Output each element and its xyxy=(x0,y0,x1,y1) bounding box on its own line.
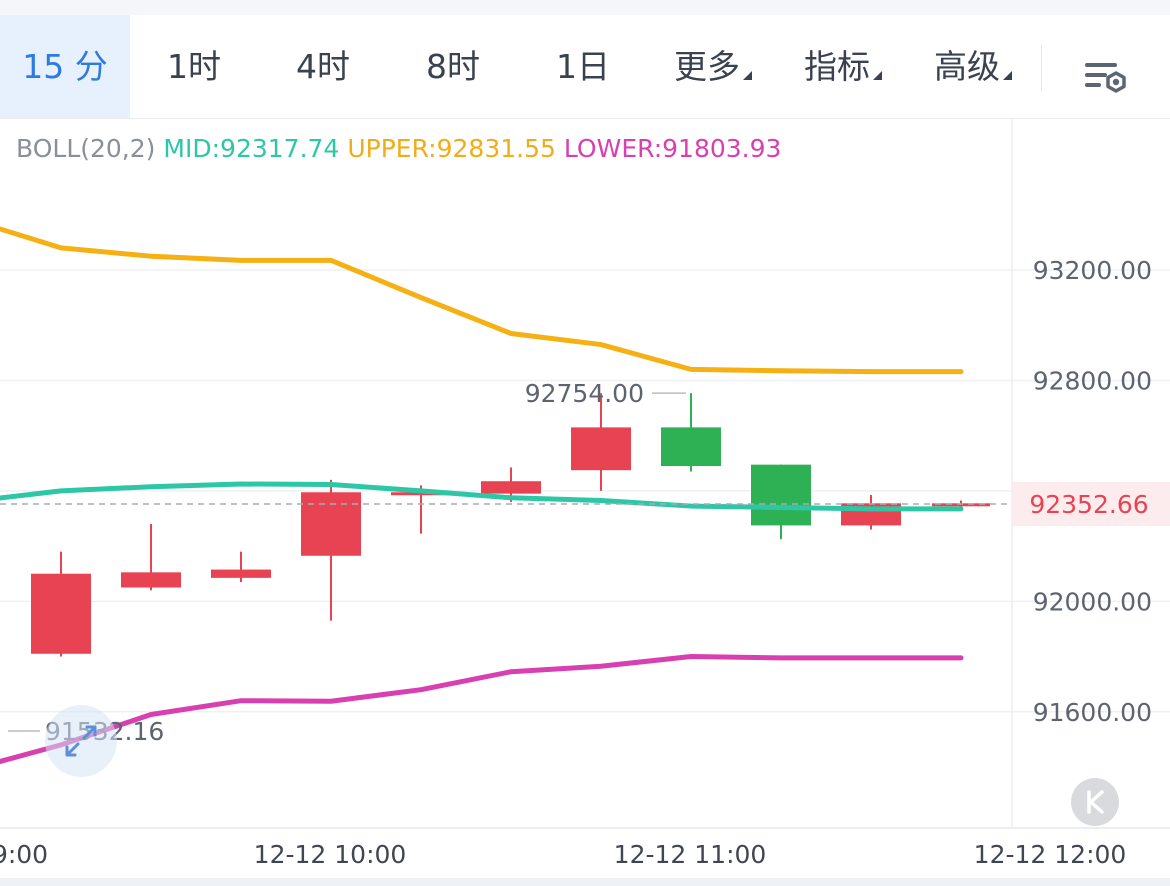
time-axis-label: 12-12 10:00 xyxy=(254,840,407,869)
dropdown-caret-icon xyxy=(743,71,752,80)
tab-1d-label: 1日 xyxy=(556,47,610,86)
time-axis-label: 12-12 11:00 xyxy=(614,840,767,869)
candle xyxy=(841,495,901,530)
dropdown-caret-icon xyxy=(873,71,882,80)
dropdown-caret-icon xyxy=(1003,71,1012,80)
candle xyxy=(661,393,721,472)
expand-arrows-icon xyxy=(65,725,97,757)
tab-advanced-label: 高级 xyxy=(934,47,1000,86)
boll-upper-value: UPPER:92831.55 xyxy=(347,134,556,163)
candle-body xyxy=(932,503,990,507)
tab-4h[interactable]: 4时 xyxy=(258,15,388,118)
time-axis-label: 9:00 xyxy=(0,840,48,869)
k-latest-icon xyxy=(1087,790,1104,814)
tab-15min[interactable]: 15 分 xyxy=(0,15,130,118)
candle-body xyxy=(211,569,271,578)
tab-4h-label: 4时 xyxy=(296,47,350,86)
candle xyxy=(751,464,811,540)
candle xyxy=(571,393,631,491)
candle xyxy=(211,551,271,582)
price-axis-label: 93200.00 xyxy=(1033,256,1152,285)
boll-indicator-name: BOLL(20,2) xyxy=(16,134,156,163)
candle xyxy=(391,485,451,534)
candle-body xyxy=(31,573,91,654)
zoom-button[interactable] xyxy=(45,705,117,777)
candle-body xyxy=(481,481,541,494)
tab-divider xyxy=(1041,45,1042,91)
tab-1h[interactable]: 1时 xyxy=(130,15,258,118)
status-strip xyxy=(0,0,1170,15)
scroll-to-latest-button[interactable] xyxy=(1071,778,1119,826)
tab-1d[interactable]: 1日 xyxy=(518,15,648,118)
candle-body xyxy=(661,427,721,467)
current-price-tag xyxy=(1012,481,1170,526)
candle-body xyxy=(121,572,181,588)
candle xyxy=(301,479,361,621)
candle-body xyxy=(301,492,361,556)
boll-upper-line xyxy=(0,226,964,375)
candle-body xyxy=(391,492,451,496)
boll-mid-value: MID:92317.74 xyxy=(163,134,340,163)
tab-15min-label: 15 分 xyxy=(22,47,108,86)
tab-indicators[interactable]: 指标 xyxy=(778,15,908,118)
price-axis-label: 92000.00 xyxy=(1033,587,1152,616)
current-price-label: 92352.66 xyxy=(1029,490,1148,519)
price-axis-label: 92800.00 xyxy=(1033,366,1152,395)
boll-indicator-legend: BOLL(20,2) MID:92317.74 UPPER:92831.55 LOWE… xyxy=(16,132,789,166)
max-price-label: 92754.00 xyxy=(525,379,644,408)
chart-settings-icon xyxy=(1085,63,1126,93)
chart-settings-button[interactable] xyxy=(1076,51,1132,107)
boll-mid-line xyxy=(0,481,964,512)
tab-more-label: 更多 xyxy=(674,47,740,86)
candle xyxy=(121,524,181,591)
tab-8h[interactable]: 8时 xyxy=(388,15,518,118)
price-axis-label: 91600.00 xyxy=(1033,698,1152,727)
candle-body xyxy=(571,427,631,471)
time-axis-label: 12-12 12:00 xyxy=(974,840,1127,869)
candle xyxy=(31,551,91,657)
boll-lower-line xyxy=(0,654,964,765)
bottom-strip xyxy=(0,878,1170,886)
tab-advanced[interactable]: 高级 xyxy=(908,15,1038,118)
boll-lower-value: LOWER:91803.93 xyxy=(563,134,782,163)
tab-8h-label: 8时 xyxy=(426,47,480,86)
tab-indicators-label: 指标 xyxy=(804,47,870,86)
tab-1h-label: 1时 xyxy=(167,47,221,86)
candle-body xyxy=(751,464,811,526)
tab-more[interactable]: 更多 xyxy=(648,15,778,118)
interval-tab-bar: 15 分 1时 4时 8时 1日 更多 指标 高级 xyxy=(0,15,1170,119)
